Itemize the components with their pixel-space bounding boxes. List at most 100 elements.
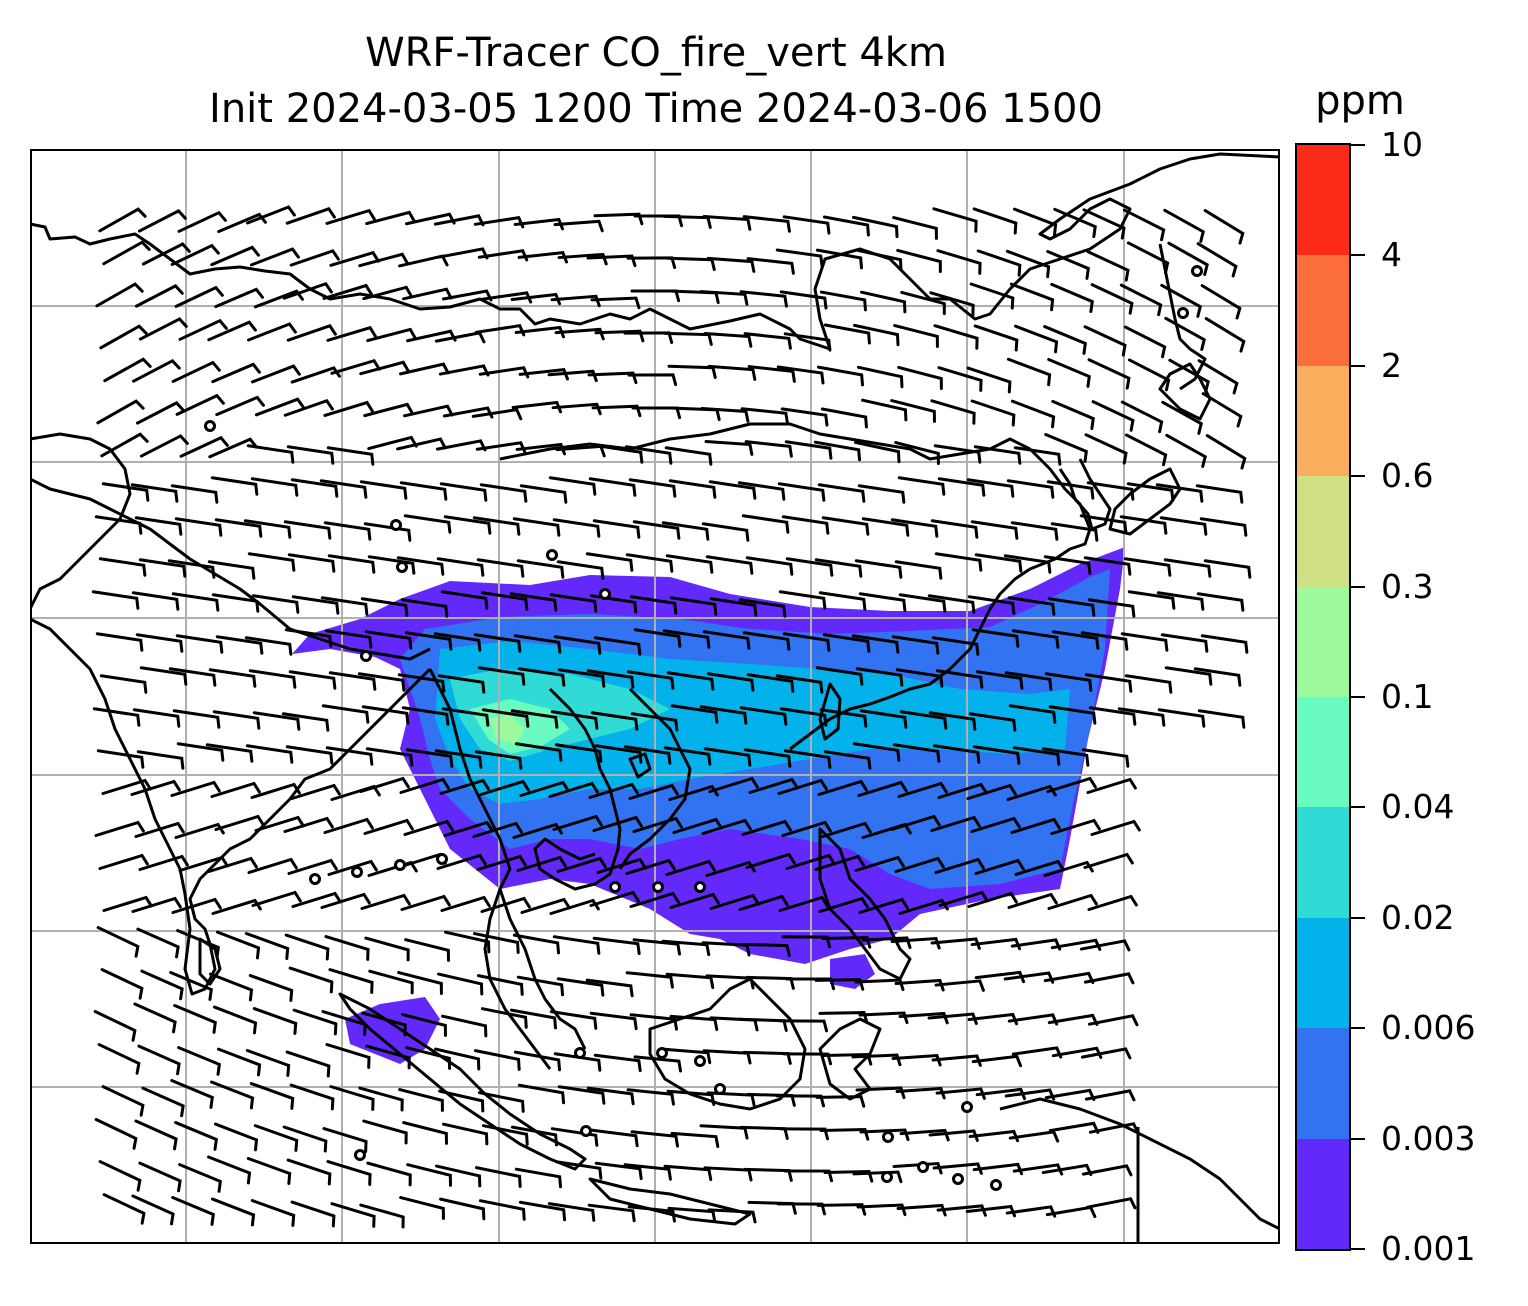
- wind-barb: [285, 745, 334, 765]
- wind-barb: [705, 860, 756, 878]
- wind-barb: [211, 898, 262, 916]
- wind-barb: [251, 890, 302, 908]
- wind-barb: [585, 978, 634, 998]
- wind-barb: [400, 894, 451, 912]
- wind-barb: [629, 1013, 678, 1031]
- wind-barb: [282, 281, 333, 300]
- wind-barb: [858, 592, 907, 612]
- wind-barb: [288, 670, 337, 690]
- wind-barb: [101, 1085, 145, 1117]
- wind-barb: [856, 1203, 907, 1217]
- wind-barb: [472, 932, 520, 954]
- wind-barb: [1008, 704, 1057, 724]
- wind-barb: [742, 215, 791, 233]
- wind-barb: [519, 484, 568, 504]
- colorbar-tick-label: 0.3: [1381, 566, 1434, 606]
- wind-barb: [703, 747, 752, 767]
- colorbar-tick: [1351, 696, 1365, 698]
- wind-barb: [1081, 1164, 1133, 1177]
- calm-wind-marker: [574, 1047, 586, 1059]
- calm-wind-marker: [961, 1101, 973, 1113]
- wind-barb: [243, 519, 292, 539]
- wind-barb: [208, 437, 258, 459]
- wind-barb: [292, 1008, 338, 1036]
- wind-barb: [438, 1089, 485, 1113]
- wind-barb: [554, 743, 603, 763]
- wind-barb: [93, 1010, 137, 1042]
- wind-barb: [746, 673, 795, 693]
- wind-barb: [852, 742, 901, 762]
- wind-barb: [513, 217, 565, 231]
- wind-barb: [590, 711, 639, 731]
- wind-barb: [703, 331, 753, 348]
- wind-barb: [706, 256, 756, 273]
- colorbar-tick-label: 0.001: [1381, 1229, 1476, 1268]
- wind-barb: [366, 1161, 412, 1187]
- wind-barb: [816, 365, 864, 387]
- wind-barb: [936, 1204, 987, 1217]
- wind-barb: [291, 891, 342, 909]
- coast-taiwan: [818, 682, 842, 741]
- wind-barb: [822, 633, 871, 653]
- colorbar-segment: [1297, 364, 1349, 477]
- calm-wind-marker: [204, 420, 216, 432]
- wind-barb: [363, 818, 414, 836]
- wind-barb: [975, 670, 1024, 690]
- wind-barb: [932, 744, 981, 764]
- wind-barb: [738, 894, 789, 912]
- wind-barb: [287, 858, 338, 876]
- wind-barb: [861, 517, 910, 537]
- wind-barb: [588, 782, 639, 800]
- wind-barb: [1013, 446, 1062, 466]
- wind-barb: [516, 559, 565, 579]
- wind-barb: [138, 854, 189, 872]
- wind-barb: [971, 628, 1020, 648]
- wind-barb: [779, 290, 828, 310]
- wind-barb: [782, 632, 831, 652]
- wind-barb: [593, 212, 644, 226]
- wind-barb: [140, 969, 184, 1001]
- wind-barb: [433, 632, 482, 652]
- wind-barb: [854, 855, 905, 873]
- wind-barb: [134, 283, 184, 308]
- wind-barb: [970, 816, 1021, 834]
- wind-barb: [896, 1203, 947, 1217]
- wind-barb: [707, 1208, 757, 1224]
- wind-barb: [1160, 633, 1209, 653]
- wind-barb: [405, 1046, 452, 1070]
- wind-barb: [290, 478, 339, 498]
- wind-barb: [510, 1125, 558, 1147]
- wind-barb: [399, 362, 450, 376]
- wind-barb: [1084, 1089, 1136, 1102]
- wind-barb: [403, 514, 452, 534]
- calm-wind-marker: [952, 1173, 964, 1185]
- wind-barb: [247, 857, 298, 875]
- wind-barb: [100, 968, 144, 1000]
- wind-barb: [211, 593, 260, 613]
- wind-barb: [323, 521, 372, 541]
- wind-barb: [932, 207, 978, 233]
- wind-barb: [1124, 674, 1173, 694]
- colorbar-segment: [1297, 806, 1349, 918]
- wind-barb: [624, 445, 673, 465]
- wind-barb: [1051, 630, 1100, 650]
- wind-barb: [443, 820, 494, 838]
- wind-barb: [481, 708, 530, 728]
- wind-barb: [967, 891, 1018, 909]
- wind-barb: [91, 590, 140, 610]
- wind-barb: [1012, 746, 1061, 766]
- wind-barb: [552, 935, 601, 955]
- wind-barb: [708, 776, 759, 794]
- wind-barb: [551, 402, 602, 416]
- wind-barb: [592, 815, 643, 833]
- coast-india: [30, 617, 432, 996]
- wind-barb: [1091, 400, 1135, 432]
- wind-barb: [249, 1082, 295, 1110]
- wind-barb: [358, 1086, 404, 1112]
- wind-barb: [289, 249, 340, 267]
- wind-barb: [251, 594, 300, 614]
- wind-barb: [480, 591, 529, 611]
- wind-barb: [209, 1080, 255, 1110]
- wind-barb: [359, 480, 408, 500]
- wind-barb: [330, 358, 381, 375]
